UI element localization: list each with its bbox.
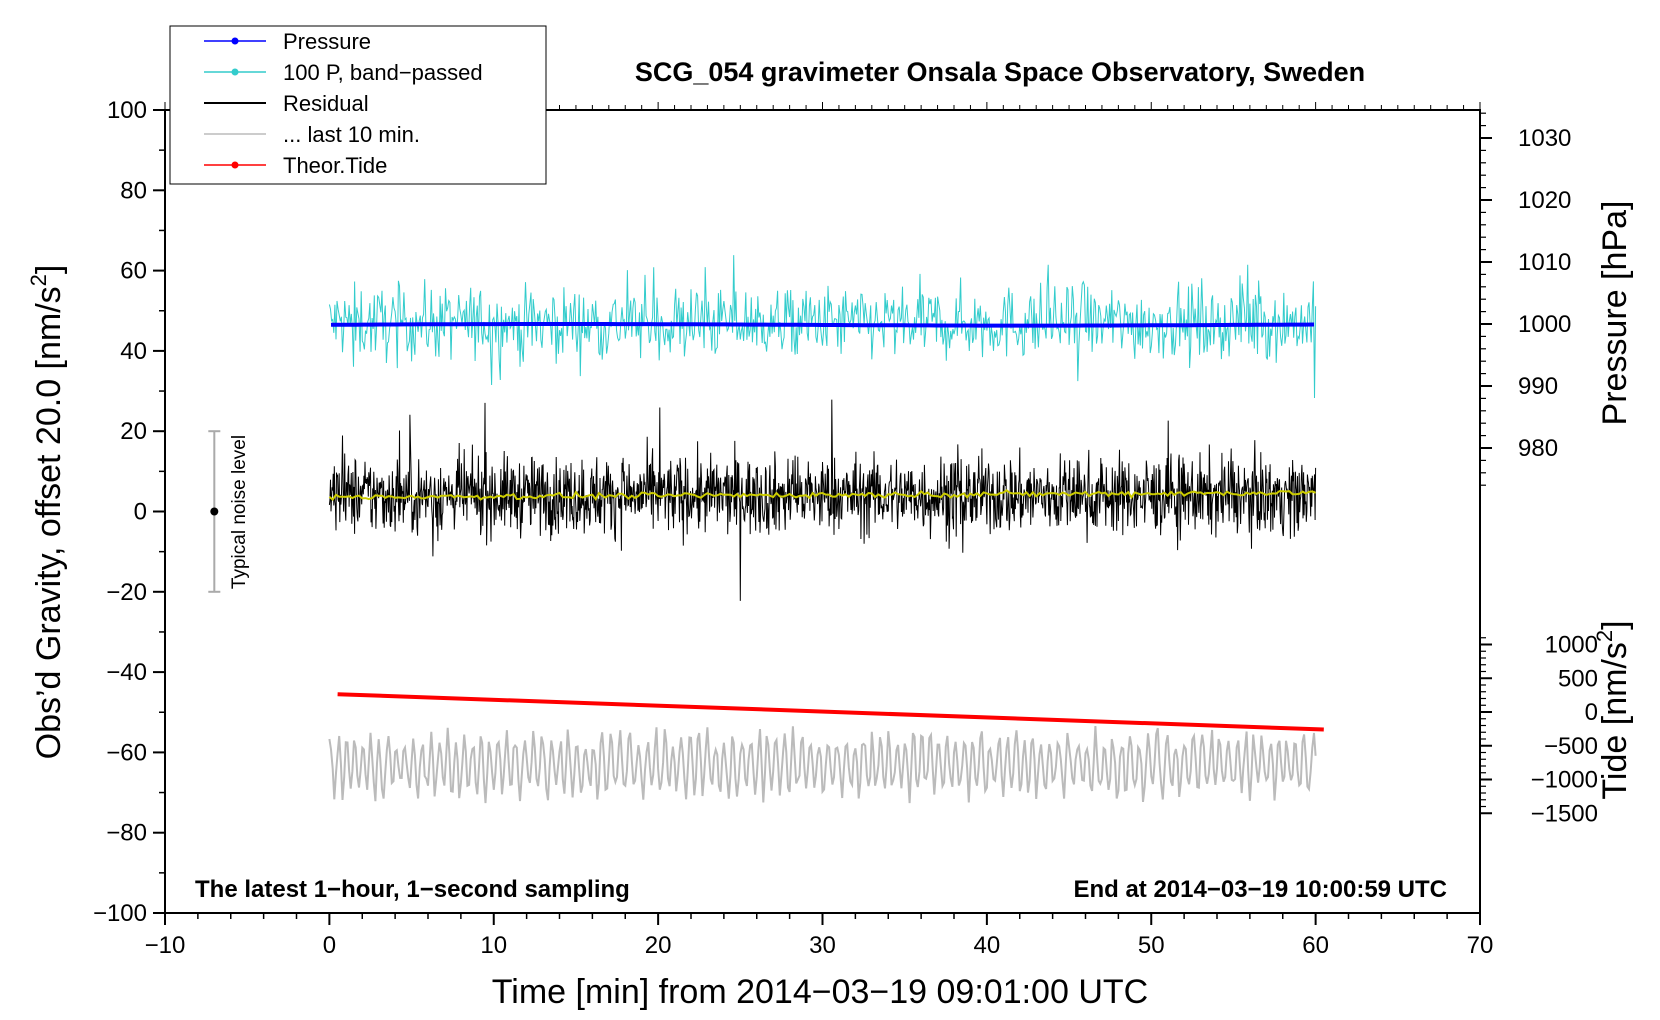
pressure-axis: 980 990 1000 1010 1020 1030 [1479, 110, 1571, 490]
legend-marker [231, 68, 239, 76]
y-tick-label: 0 [134, 499, 147, 526]
tide-axis-title-sup: 2 [1592, 630, 1617, 642]
tide-tick-label: 0 [1585, 699, 1598, 726]
series-pressure [330, 322, 1315, 328]
y-tick-label: −20 [106, 579, 147, 606]
x-tick-label: 70 [1467, 932, 1494, 959]
series-band-passed [328, 255, 1317, 399]
x-tick-label: 0 [323, 932, 336, 959]
y-tick-label: 40 [120, 338, 147, 365]
series-layer [328, 255, 1324, 804]
y-tick-label: 100 [107, 97, 147, 124]
annotation-latest-hour: The latest 1−hour, 1−second sampling [195, 876, 630, 903]
tide-axis-title: Tide [nm/s2] [1592, 620, 1634, 799]
y-tick-label: 80 [120, 177, 147, 204]
noise-center-dot [210, 507, 219, 516]
legend-box [169, 25, 547, 185]
x-tick-label: 20 [645, 932, 672, 959]
y-tick-label: 60 [120, 258, 147, 285]
noise-label: Typical noise level [229, 435, 250, 589]
annotation-end-time: End at 2014−03−19 10:00:59 UTC [1073, 876, 1447, 903]
tide-axis-title-main: Tide [nm/s [1596, 642, 1634, 799]
y-tick-label: −100 [93, 900, 147, 927]
legend-label: Theor.Tide [283, 153, 387, 178]
tide-tick-label: −1000 [1531, 767, 1598, 794]
series-residual [328, 399, 1317, 601]
pressure-tick-label: 1010 [1518, 249, 1571, 276]
pressure-tick-label: 1030 [1518, 125, 1571, 152]
legend-marker [231, 161, 239, 169]
x-tick-label: 60 [1302, 932, 1329, 959]
y-axis-title-main: Obs’d Gravity, offset 20.0 [nm/s [30, 286, 68, 759]
x-axis: −10 0 10 20 30 40 50 60 70 [145, 913, 1494, 959]
y-tick-label: −40 [106, 659, 147, 686]
legend-label: Pressure [283, 29, 371, 54]
series-residual-smoothed [328, 489, 1316, 502]
x-tick-label: 40 [974, 932, 1001, 959]
tide-axis: −1500 −1000 −500 0 500 1000 [1480, 632, 1598, 827]
legend: Pressure 100 P, band−passed Residual ... la… [169, 25, 547, 185]
x-tick-label: 10 [480, 932, 507, 959]
legend-marker [231, 37, 239, 45]
tide-tick-label: 1000 [1545, 632, 1598, 659]
pressure-tick-label: 990 [1518, 373, 1558, 400]
tide-tick-label: 500 [1558, 665, 1598, 692]
pressure-tick-label: 980 [1518, 435, 1558, 462]
pressure-tick-label: 1000 [1518, 311, 1571, 338]
noise-indicator [208, 430, 221, 593]
y-tick-label: 20 [120, 418, 147, 445]
pressure-tick-label: 1020 [1518, 187, 1571, 214]
series-theor-tide [337, 692, 1324, 732]
tide-tick-label: −500 [1544, 733, 1598, 760]
y-axis: −100 −80 −60 −40 −20 0 20 40 60 80 100 [93, 97, 165, 927]
legend-label: 100 P, band−passed [283, 60, 483, 85]
x-axis-title: Time [min] from 2014−03−19 09:01:00 UTC [492, 973, 1148, 1011]
y-tick-label: −80 [106, 820, 147, 847]
y-tick-label: −60 [106, 739, 147, 766]
chart-title: SCG_054 gravimeter Onsala Space Observat… [635, 57, 1365, 87]
legend-label: ... last 10 min. [283, 122, 420, 147]
pressure-axis-title: Pressure [hPa] [1596, 201, 1634, 426]
x-tick-label: 50 [1138, 932, 1165, 959]
tide-tick-label: −1500 [1531, 800, 1598, 827]
y-axis-title: Obs’d Gravity, offset 20.0 [nm/s2] [26, 265, 68, 760]
series-last-10-min [328, 725, 1317, 804]
x-tick-label: 30 [809, 932, 836, 959]
x-tick-label: −10 [145, 932, 186, 959]
tide-axis-title-end: ] [1596, 620, 1634, 629]
y-axis-title-sup: 2 [26, 274, 51, 286]
y-axis-title-end: ] [30, 265, 68, 274]
legend-label: Residual [283, 91, 369, 116]
